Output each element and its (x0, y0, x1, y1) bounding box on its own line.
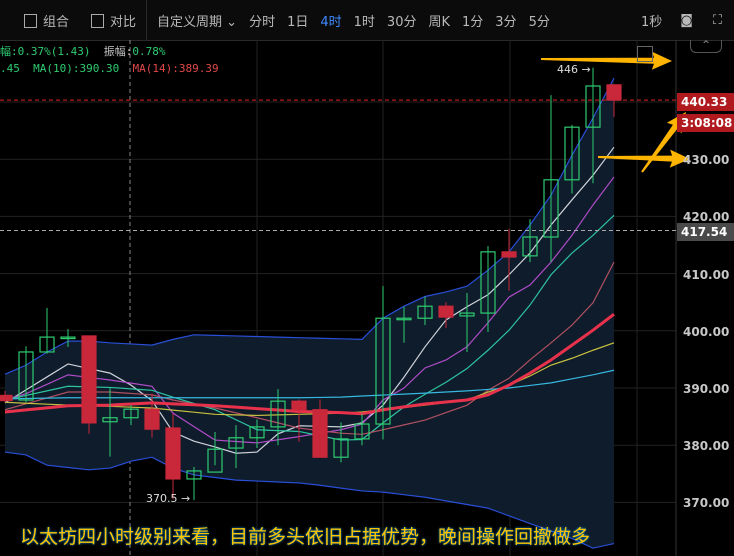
ma14-value: MA(14):389.39 (132, 62, 219, 75)
info-line-1: 幅:0.37%(1.43) 振幅:0.78% (0, 43, 165, 59)
divider (146, 0, 148, 40)
candle-up (123, 408, 139, 419)
change-value: 幅:0.37%(1.43) (0, 45, 91, 58)
period-tab[interactable]: 分时 (249, 14, 276, 30)
candle-up (249, 426, 265, 439)
combine-button[interactable]: 组合 (18, 11, 75, 30)
candle-up (522, 236, 538, 257)
amplitude-label: 振幅: (103, 45, 133, 58)
moving-average-line (4, 214, 615, 441)
axis-label: 390.00 (683, 382, 730, 396)
candle-up (102, 417, 118, 423)
ma10-value: MA(10):390.30 (33, 62, 120, 75)
period-tab[interactable]: 1分 (462, 14, 484, 30)
candle-down (606, 84, 622, 101)
candle-down (165, 427, 181, 480)
compare-icon (91, 13, 105, 28)
annotation-arrow (641, 112, 686, 173)
fullscreen-icon[interactable]: ⛶ (712, 12, 722, 28)
candle-up (480, 251, 496, 314)
candle-up (417, 305, 433, 319)
candle-up (585, 85, 601, 128)
candle-down (291, 400, 307, 411)
axis-label: 380.00 (683, 439, 730, 453)
axis-label: 400.00 (683, 325, 730, 339)
high-marker: 446 → (557, 63, 591, 76)
moving-average-line (4, 261, 615, 435)
moving-average-line (4, 176, 615, 444)
toolbar: 组合 对比 自定义周期 ⌄ 分时 1日 4时 1时 30分 周K 1分 3分 5… (0, 0, 734, 41)
candle-down (312, 409, 328, 458)
candle-down (438, 305, 454, 318)
custom-period-dropdown[interactable]: 自定义周期 ⌄ (157, 14, 238, 30)
camera-icon[interactable]: ◙ (680, 12, 693, 28)
square-toggle-icon[interactable] (637, 46, 653, 62)
candle-up (354, 423, 370, 440)
collapse-button[interactable]: ^ (690, 40, 722, 53)
period-tab[interactable]: 30分 (386, 14, 417, 30)
candle-up (333, 438, 349, 458)
compare-button[interactable]: 对比 (85, 11, 142, 30)
axis-label: 420.00 (683, 210, 730, 224)
countdown-badge: 3:08:08 (677, 114, 734, 132)
bollinger-band-fill (5, 77, 614, 549)
bollinger-band-line (4, 451, 615, 549)
period-tab[interactable]: 1日 (287, 14, 309, 30)
moving-average-line (4, 369, 615, 400)
candle-down (501, 251, 517, 258)
period-tab[interactable]: 周K (428, 14, 450, 30)
candle-up (564, 126, 580, 181)
candle-up (228, 437, 244, 449)
interval-button[interactable]: 1秒 (640, 14, 663, 30)
period-tab[interactable]: 1时 (353, 14, 375, 30)
period-tab-active[interactable]: 4时 (320, 14, 342, 30)
candle-up (375, 317, 391, 425)
period-tab[interactable]: 3分 (495, 14, 517, 30)
compare-label: 对比 (110, 14, 137, 30)
combine-label: 组合 (43, 14, 70, 30)
candle-up (18, 351, 34, 401)
axis-label: 430.00 (683, 153, 730, 167)
low-marker: 370.5 → (146, 492, 191, 505)
candle-up (459, 312, 475, 317)
candle-up (207, 448, 223, 473)
combine-icon (24, 13, 37, 28)
candle-up (543, 179, 559, 238)
amplitude-value: 0.78% (132, 45, 166, 58)
annotation-arrow (540, 51, 672, 70)
annotation-arrow (597, 149, 690, 168)
arrow-shape (597, 149, 690, 168)
candle-up (60, 336, 76, 340)
candle-up (270, 400, 286, 428)
ref-price-badge: 417.54 (677, 223, 734, 241)
info-line-2: .45 MA(10):390.30 MA(14):389.39 (0, 62, 219, 75)
candle-down (144, 408, 160, 430)
candle-down (0, 394, 13, 402)
arrow-shape (641, 112, 686, 173)
period-tab[interactable]: 5分 (528, 14, 550, 30)
moving-average-line (4, 313, 615, 416)
ma-value: .45 (0, 62, 20, 75)
candle-up (396, 317, 412, 321)
caption-text: 以太坊四小时级别来看，目前多头依旧占据优势，晚间操作回撤做多 (20, 526, 591, 548)
candle-down (81, 335, 97, 424)
bollinger-band-line (4, 77, 615, 375)
candle-up (186, 470, 202, 480)
axis-label: 410.00 (683, 268, 730, 282)
axis-label: 370.00 (683, 496, 730, 510)
last-price-badge: 440.33 (677, 93, 734, 111)
arrow-shape (540, 51, 672, 70)
candle-up (39, 336, 55, 353)
moving-average-line (4, 146, 615, 454)
